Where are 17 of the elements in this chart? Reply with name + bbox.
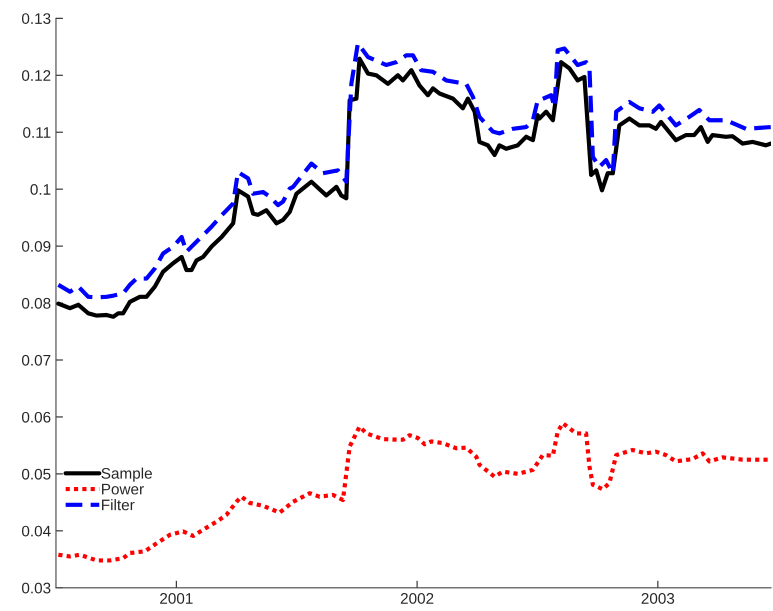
y-tick-label: 0.08 (22, 298, 50, 309)
y-tick-label: 0.06 (22, 412, 50, 423)
y-tick-label: 0.09 (22, 240, 50, 252)
legend-label: Filter (102, 499, 134, 510)
y-tick-label: 0.13 (22, 13, 50, 24)
y-tick-label: 0.04 (22, 526, 51, 537)
x-tick-label: 2001 (160, 593, 193, 604)
y-tick-label: 0.07 (22, 354, 50, 366)
y-tick-label: 0.03 (22, 582, 50, 594)
x-tick-label: 2003 (642, 593, 674, 604)
y-tick-label: 0.11 (23, 127, 50, 138)
legend-label: Power (102, 484, 144, 495)
legend-label: Sample (101, 468, 152, 482)
y-tick-label: 0.05 (22, 468, 50, 480)
x-tick-label: 2002 (400, 593, 434, 604)
y-tick-label: 0.12 (22, 70, 50, 81)
y-tick-label: 0.1 (30, 184, 50, 195)
